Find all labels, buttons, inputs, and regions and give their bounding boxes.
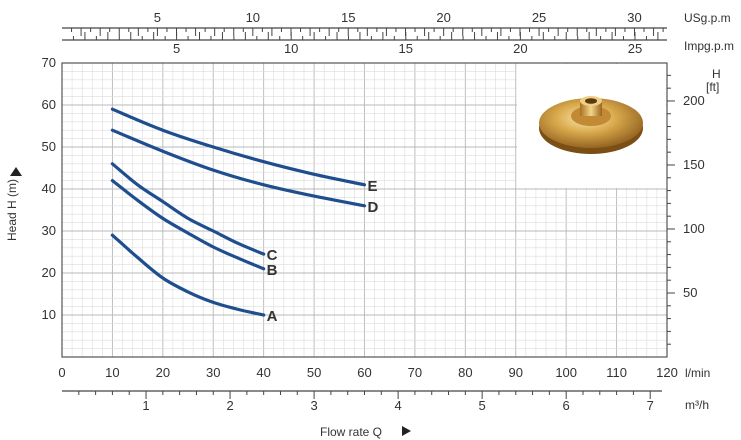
axis-tick-label: 10	[246, 10, 260, 25]
axis-tick-label: 4	[395, 398, 402, 413]
ft-tick-label: 150	[683, 157, 705, 172]
y-tick-label: 60	[42, 97, 56, 112]
y-axis-arrow-icon	[10, 167, 22, 176]
x-axis-arrow-icon	[402, 426, 411, 436]
axis-tick-label: 15	[341, 10, 355, 25]
ft-tick-label: 50	[683, 285, 697, 300]
ft-tick-label: 100	[683, 221, 705, 236]
x-tick-label: 0	[58, 365, 65, 380]
flow-lmin-axis: 0 10 20 30 40 50 60 70 80 90 100 110 120	[58, 365, 677, 380]
ft-tick-label: 200	[683, 93, 705, 108]
plot-area-border	[61, 62, 668, 358]
y-tick-label: 30	[42, 223, 56, 238]
axis-tick-label: 30	[627, 10, 641, 25]
axis-tick-label: 5	[154, 10, 161, 25]
axis-tick-label: 1	[142, 398, 149, 413]
usgpm-axis-label: USg.p.m	[684, 11, 731, 25]
x-axis-label: Flow rate Q	[320, 425, 382, 439]
y-tick-label: 40	[42, 181, 56, 196]
curve-label-d: D	[368, 199, 379, 216]
ft-axis-label-unit: [ft]	[706, 80, 719, 94]
curve-e	[110, 107, 367, 187]
x-tick-label: 120	[656, 365, 678, 380]
x-tick-label: 10	[105, 365, 119, 380]
y-tick-label: 70	[42, 55, 56, 70]
curve-label-c: C	[267, 247, 278, 264]
x-tick-label: 110	[606, 365, 627, 380]
impgpm-axis: 5 10 15 20 25	[72, 32, 659, 56]
axis-tick-label: 2	[226, 398, 233, 413]
x-tick-label: 100	[555, 365, 577, 380]
axis-tick-label: 5	[479, 398, 486, 413]
ft-axis-label-h: H	[712, 67, 721, 81]
pump-curves: ED CB A	[110, 107, 379, 325]
y-tick-label: 50	[42, 139, 56, 154]
axis-tick-label: 25	[628, 41, 642, 56]
axis-tick-label: 7	[647, 398, 654, 413]
m3h-axis: 1 2 3 4 5 6 7	[78, 391, 654, 413]
curve-c	[110, 162, 266, 256]
x-tick-label: 60	[357, 365, 371, 380]
axis-tick-label: 25	[532, 10, 546, 25]
x-tick-label: 40	[256, 365, 270, 380]
impgpm-axis-label: Impg.p.m	[684, 39, 734, 53]
curve-label-b: B	[267, 262, 278, 279]
usgpm-axis: 5 10 15 20 25 30	[71, 10, 664, 36]
x-axis-unit: l/min	[685, 366, 710, 380]
x-tick-label: 50	[307, 365, 321, 380]
axis-tick-label: 10	[284, 41, 298, 56]
x-tick-label: 70	[408, 365, 422, 380]
x-tick-label: 30	[206, 365, 220, 380]
curve-label-e: E	[368, 178, 378, 195]
axis-tick-label: 20	[436, 10, 450, 25]
curve-a	[110, 233, 266, 317]
axis-tick-label: 20	[513, 41, 527, 56]
brass-impeller-photo	[517, 64, 666, 188]
y-tick-label: 20	[42, 265, 56, 280]
axis-tick-label: 5	[173, 41, 180, 56]
y-tick-label: 10	[42, 307, 56, 322]
head-m-axis: 10 20 30 40 50 60 70	[42, 55, 56, 322]
head-ft-axis: 50 100 150 200	[667, 74, 705, 345]
axis-tick-label: 15	[399, 41, 413, 56]
x-tick-label: 20	[156, 365, 170, 380]
axis-tick-label: 6	[563, 398, 570, 413]
axis-tick-label: 3	[310, 398, 317, 413]
x-tick-label: 80	[458, 365, 472, 380]
y-axis-label: Head H (m)	[5, 179, 19, 241]
m3h-axis-label: m³/h	[685, 398, 709, 412]
x-tick-label: 90	[509, 365, 523, 380]
curve-label-a: A	[267, 308, 278, 325]
curve-b	[110, 179, 266, 271]
curve-d	[110, 128, 367, 208]
